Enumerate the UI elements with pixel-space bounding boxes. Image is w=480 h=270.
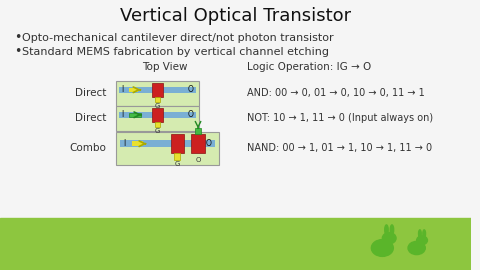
Bar <box>152 107 163 122</box>
Bar <box>195 127 201 134</box>
Ellipse shape <box>385 225 388 235</box>
Text: Direct: Direct <box>74 113 106 123</box>
Text: Vertical Optical Transistor: Vertical Optical Transistor <box>120 7 351 25</box>
Text: I: I <box>121 110 124 119</box>
Text: O: O <box>195 157 201 163</box>
Bar <box>174 153 180 160</box>
Ellipse shape <box>417 236 427 245</box>
Text: I: I <box>121 85 124 94</box>
Bar <box>119 87 196 93</box>
Ellipse shape <box>419 230 421 238</box>
Text: NAND: 00 → 1, 01 → 1, 10 → 1, 11 → 0: NAND: 00 → 1, 01 → 1, 10 → 1, 11 → 0 <box>247 143 432 153</box>
Text: G: G <box>155 128 160 134</box>
Bar <box>171 134 184 153</box>
Bar <box>129 88 138 92</box>
Text: AND: 00 → 0, 01 → 0, 10 → 0, 11 → 1: AND: 00 → 0, 01 → 0, 10 → 0, 11 → 1 <box>247 88 425 98</box>
Text: Combo: Combo <box>69 143 106 153</box>
Text: NOT: 10 → 1, 11 → 0 (Input always on): NOT: 10 → 1, 11 → 0 (Input always on) <box>247 113 433 123</box>
Bar <box>192 134 205 153</box>
Bar <box>155 97 160 102</box>
Text: G: G <box>175 161 180 167</box>
Bar <box>119 112 196 117</box>
Text: •: • <box>14 32 21 45</box>
Bar <box>132 141 144 146</box>
Bar <box>0 218 470 270</box>
Text: G: G <box>155 103 160 109</box>
Bar <box>129 113 141 117</box>
Text: Opto-mechanical cantilever direct/not photon transistor: Opto-mechanical cantilever direct/not ph… <box>22 33 333 43</box>
Bar <box>116 106 199 130</box>
Bar <box>116 131 218 164</box>
Bar <box>155 122 160 127</box>
Bar <box>152 83 163 97</box>
Text: •: • <box>14 46 21 59</box>
Text: Standard MEMS fabrication by vertical channel etching: Standard MEMS fabrication by vertical ch… <box>22 47 329 57</box>
Text: Direct: Direct <box>74 88 106 98</box>
Ellipse shape <box>372 239 393 256</box>
Text: O: O <box>205 139 211 148</box>
Text: O: O <box>187 110 193 119</box>
Bar <box>116 80 199 106</box>
Text: I: I <box>123 139 125 148</box>
Text: O: O <box>187 85 193 94</box>
Ellipse shape <box>408 241 425 255</box>
Ellipse shape <box>423 230 426 238</box>
Ellipse shape <box>390 225 394 235</box>
Text: Logic Operation: IG → O: Logic Operation: IG → O <box>247 62 372 72</box>
Ellipse shape <box>383 232 396 244</box>
Bar <box>120 140 215 147</box>
Text: Top View: Top View <box>142 62 188 72</box>
